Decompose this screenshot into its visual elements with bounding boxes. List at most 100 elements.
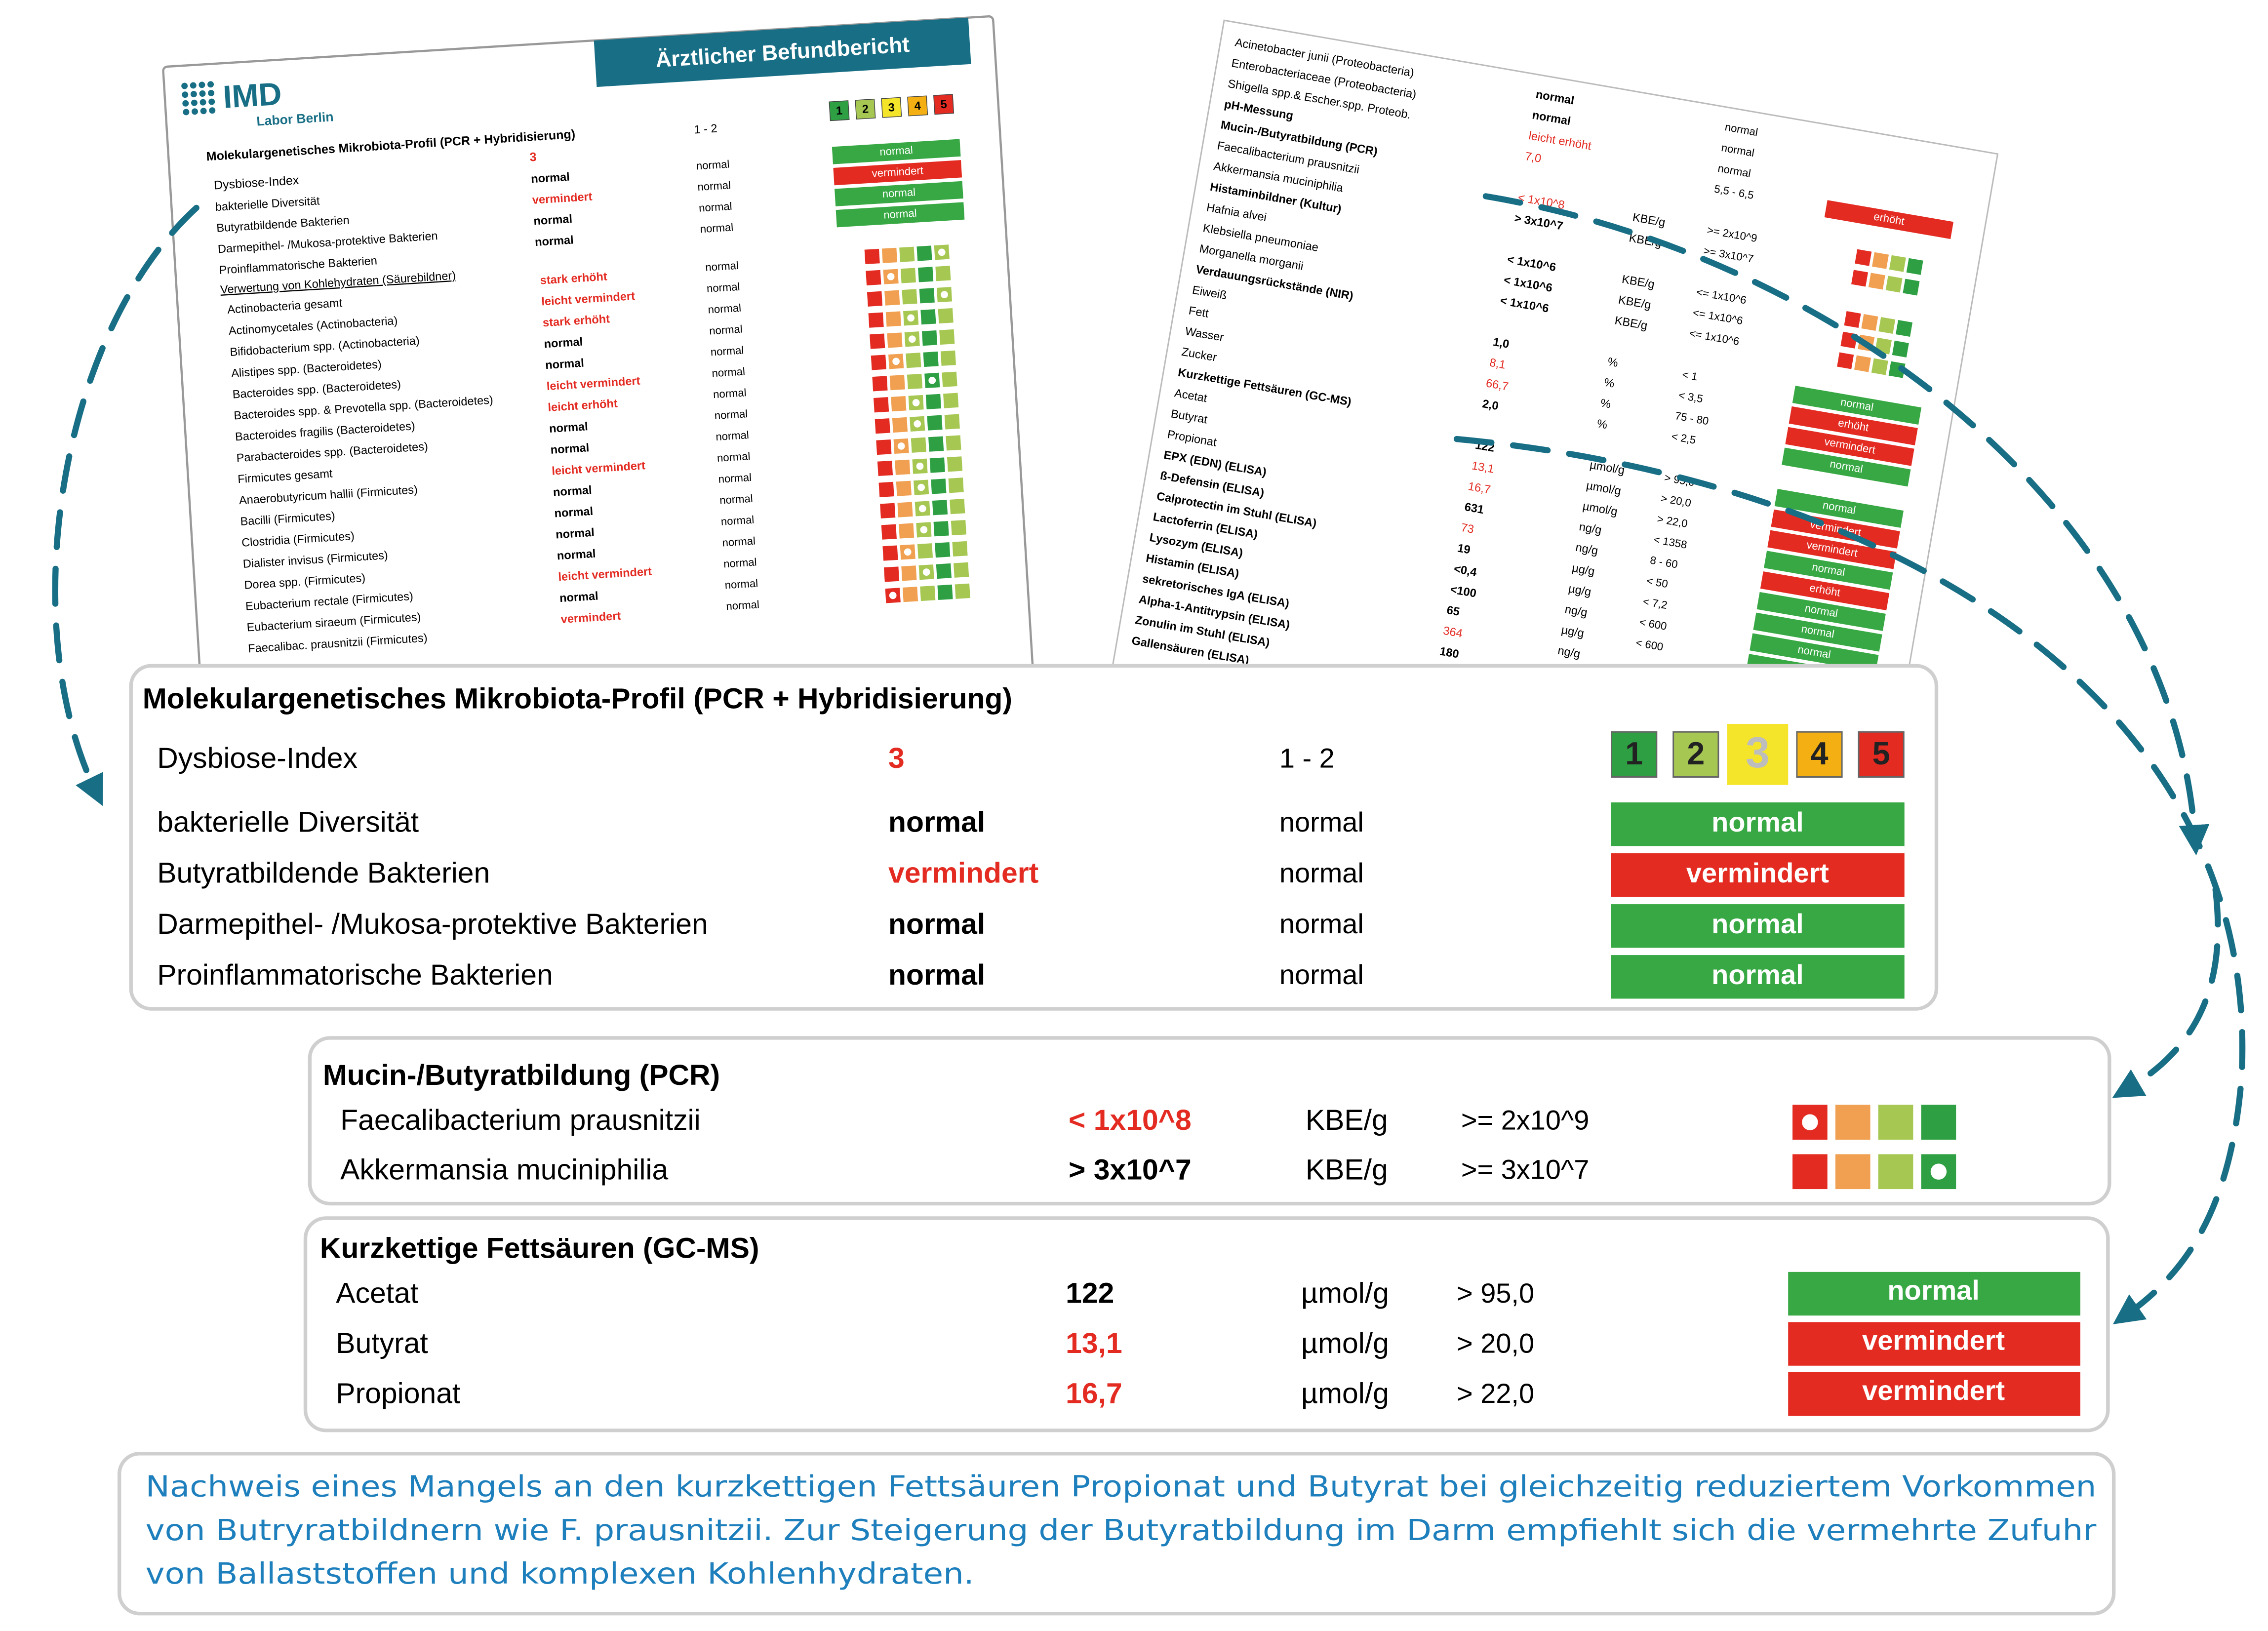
row-value: 180 [1438, 644, 1460, 660]
row-unit: KBE/g [1306, 1154, 1388, 1186]
level-box [1906, 258, 1923, 275]
level-box [1885, 276, 1903, 293]
badge-label: normal [1711, 908, 1803, 939]
row-result: normal [888, 908, 985, 940]
badge [1788, 1372, 2080, 1416]
badge [836, 202, 965, 228]
row-value: 122 [1066, 1277, 1114, 1310]
level-box [944, 414, 960, 430]
arrow [2112, 886, 2221, 1098]
level-box [916, 245, 932, 261]
row-result: normal [545, 356, 584, 371]
level-box [899, 246, 915, 262]
badge [1756, 592, 1886, 631]
level-dot [892, 358, 900, 365]
logo-dot [183, 109, 190, 116]
row-ref: normal [697, 179, 731, 193]
row-ref: < 1 [1681, 368, 1699, 383]
level-box [895, 459, 911, 475]
scale-box [1727, 724, 1789, 785]
badge [1760, 571, 1890, 611]
badge-label: vermindert [1862, 1324, 2005, 1355]
row-ref: normal [706, 280, 740, 295]
level-box [955, 583, 970, 599]
logo-dot [199, 90, 206, 97]
level-box [877, 460, 893, 477]
scale-box [933, 94, 955, 115]
level-dot [1930, 1163, 1947, 1180]
logo: IMD [222, 76, 282, 115]
level-box [932, 500, 948, 516]
level-box [864, 248, 880, 265]
level-dot [922, 568, 930, 576]
level-dot [928, 377, 936, 384]
badge-label: vermindert [1686, 857, 1829, 888]
level-box [1896, 320, 1913, 337]
badge [835, 181, 963, 206]
logo-dot [199, 81, 205, 88]
level-box [1871, 358, 1888, 375]
level-dot [889, 592, 897, 599]
row-ref: normal [722, 535, 756, 549]
arrows [52, 193, 2246, 1324]
level-box [943, 393, 959, 408]
row-unit: KBE/g [1306, 1104, 1388, 1136]
row-ref: normal [720, 514, 755, 528]
badge [1611, 955, 1905, 999]
level-box [1792, 1154, 1828, 1190]
logo-dot [190, 82, 197, 89]
scale-box [829, 100, 850, 121]
row-name: Proinflammatorische Bakterien [157, 959, 553, 991]
level-box [1889, 255, 1906, 272]
row-result: normal [544, 335, 583, 351]
row-result: normal [888, 806, 985, 838]
row-result: normal [534, 233, 574, 248]
level-box [920, 309, 936, 325]
badge [1753, 612, 1882, 652]
badge-label: normal [879, 144, 914, 158]
index-value: 3 [888, 742, 905, 774]
row-name: Butyratbildende Bakterien [157, 857, 490, 889]
row-ref: normal [709, 323, 743, 337]
row-result: normal [549, 420, 588, 435]
badge [1782, 447, 1911, 487]
level-box [1868, 273, 1885, 290]
note-box [118, 1452, 2116, 1616]
row-ref: > 20,0 [1457, 1327, 1534, 1358]
level-dot [897, 442, 905, 450]
scale-box [855, 98, 876, 120]
row-name: Akkermansia muciniphilia [340, 1154, 668, 1186]
level-box [866, 270, 881, 285]
row-result: normal [550, 441, 590, 456]
scale-label: 2 [1687, 735, 1705, 771]
level-dot [916, 462, 924, 470]
row-value: 8,1 [1488, 356, 1507, 371]
badge-label: vermindert [1862, 1375, 2005, 1406]
row-value: 2,0 [1481, 397, 1500, 412]
row-unit: % [1607, 355, 1619, 369]
row-name: bakterielle Diversität [157, 806, 419, 838]
level-box [870, 333, 885, 349]
logo-dot [181, 82, 188, 89]
level-box [884, 566, 900, 582]
row-ref: normal [714, 407, 748, 422]
level-box [871, 355, 886, 370]
arrow [1482, 193, 2210, 856]
row-value: 65 [1446, 603, 1461, 618]
level-dot [914, 420, 921, 428]
level-box [892, 417, 908, 433]
level-box [954, 562, 969, 578]
row-ref: normal [718, 471, 752, 485]
row-ref: normal [1279, 857, 1364, 888]
row-result: normal [554, 505, 594, 520]
badge [1789, 406, 1918, 445]
level-box [1851, 270, 1869, 287]
level-dot [938, 248, 946, 256]
row-result: normal [555, 526, 595, 541]
row-ref: normal [719, 492, 754, 507]
level-box [875, 418, 890, 434]
row-ref: >= 2x10^9 [1461, 1104, 1589, 1135]
level-box [885, 311, 901, 327]
